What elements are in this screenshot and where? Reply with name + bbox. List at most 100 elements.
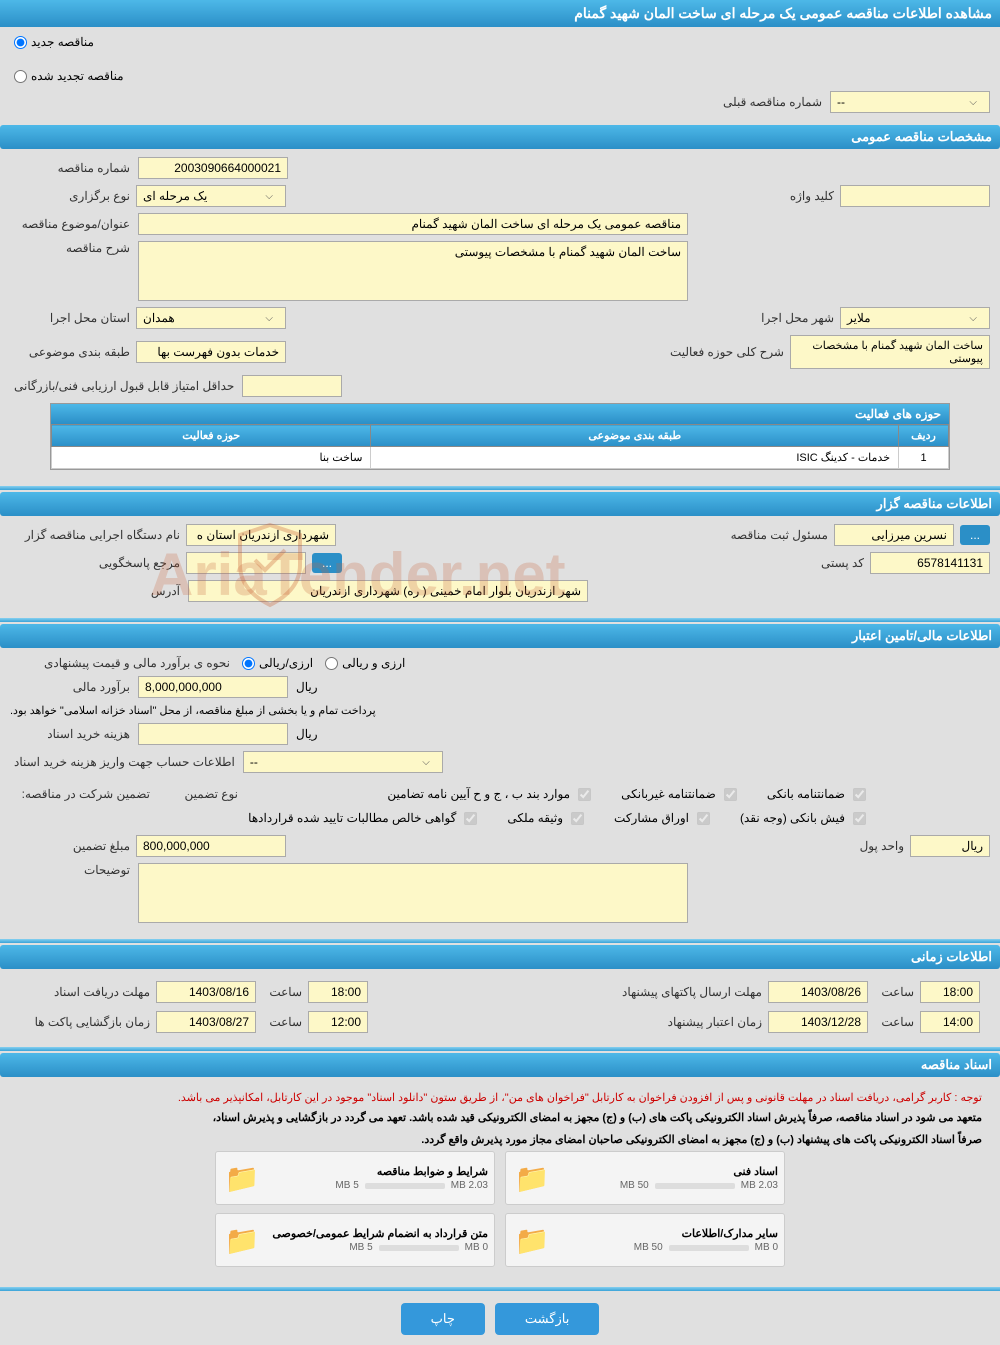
type-value: یک مرحله ای bbox=[143, 189, 207, 203]
folder-icon: 📁 bbox=[512, 1220, 552, 1260]
doc-used-1: 2.03 MB bbox=[741, 1180, 778, 1191]
chk-regulation[interactable]: موارد بند ب ، ج و ح آیین نامه تضامین bbox=[387, 787, 591, 801]
radio-new-input[interactable] bbox=[14, 36, 27, 49]
guarantee-label: تضمین شرکت در مناقصه: bbox=[10, 787, 150, 801]
radio-renewed-tender[interactable]: مناقصه تجدید شده bbox=[10, 69, 124, 83]
type-select[interactable]: ⌵ یک مرحله ای bbox=[136, 185, 286, 207]
doc-used-0: 2.03 MB bbox=[451, 1180, 488, 1191]
radio-renewed-label: مناقصه تجدید شده bbox=[31, 69, 124, 83]
print-button[interactable]: چاپ bbox=[401, 1303, 485, 1335]
doc-card-0[interactable]: شرایط و ضوابط مناقصه 2.03 MB 5 MB 📁 bbox=[215, 1151, 495, 1205]
postal-label: کد پستی bbox=[744, 556, 864, 570]
keyword-field[interactable] bbox=[840, 185, 990, 207]
chevron-down-icon: ⌵ bbox=[969, 97, 977, 108]
subject-label: عنوان/موضوع مناقصه bbox=[10, 217, 130, 231]
city-label: شهر محل اجرا bbox=[714, 311, 834, 325]
section-holder: اطلاعات مناقصه گزار bbox=[0, 492, 1000, 516]
address-label: آدرس bbox=[10, 584, 180, 598]
folder-icon: 📁 bbox=[222, 1220, 262, 1260]
desc-field: ساخت المان شهید گمنام با مشخصات پیوستی bbox=[138, 241, 688, 301]
hour-label2: ساعت bbox=[874, 985, 914, 999]
validity-label: زمان اعتبار پیشنهاد bbox=[602, 1015, 762, 1029]
city-value: ملایر bbox=[847, 311, 871, 325]
reg-label: مسئول ثبت مناقصه bbox=[708, 528, 828, 542]
hour-label4: ساعت bbox=[874, 1015, 914, 1029]
account-value: -- bbox=[250, 755, 258, 769]
hour-label3: ساعت bbox=[262, 1015, 302, 1029]
doc-note-black1: متعهد می شود در اسناد مناقصه، صرفاً پذیر… bbox=[10, 1108, 990, 1130]
response-more-button[interactable]: ... bbox=[312, 553, 342, 573]
radio-new-label: مناقصه جدید bbox=[31, 35, 94, 49]
estimate-amount-label: برآورد مالی bbox=[10, 680, 130, 694]
th-row: ردیف bbox=[899, 425, 949, 447]
doc-used-3: 0 MB bbox=[755, 1242, 778, 1253]
min-score-field[interactable] bbox=[242, 375, 342, 397]
postal-field: 6578141131 bbox=[870, 552, 990, 574]
prev-tender-select[interactable]: ⌵ -- bbox=[830, 91, 990, 113]
chk-property[interactable]: وثیقه ملکی bbox=[507, 811, 584, 825]
doc-total-1: 50 MB bbox=[620, 1180, 649, 1191]
section-financial: اطلاعات مالی/تامین اعتبار bbox=[0, 624, 1000, 648]
validity-date: 1403/12/28 bbox=[768, 1011, 868, 1033]
province-label: استان محل اجرا bbox=[10, 311, 130, 325]
radio-new-tender[interactable]: مناقصه جدید bbox=[10, 35, 94, 49]
doc-note-black2: صرفاً اسناد الکترونیکی پاکت های پیشنهاد … bbox=[10, 1130, 990, 1152]
opening-date: 1403/08/27 bbox=[156, 1011, 256, 1033]
tender-no-label: شماره مناقصه bbox=[10, 161, 130, 175]
submit-date: 1403/08/26 bbox=[768, 981, 868, 1003]
doc-note-red: توجه : کاربر گرامی، دریافت اسناد در مهلت… bbox=[10, 1087, 990, 1108]
validity-time: 14:00 bbox=[920, 1011, 980, 1033]
radio-curr2-input[interactable] bbox=[325, 657, 338, 670]
estimate-amount-field: 8,000,000,000 bbox=[138, 676, 288, 698]
rial-label2: ریال bbox=[296, 727, 318, 741]
min-score-label: حداقل امتیاز قابل قبول ارزیابی فنی/بازرگ… bbox=[10, 379, 234, 393]
province-select[interactable]: ⌵ همدان bbox=[136, 307, 286, 329]
submit-label: مهلت ارسال پاکتهای پیشنهاد bbox=[602, 985, 762, 999]
currency1-label: ارزی/ریالی bbox=[259, 656, 313, 670]
chk-bank-receipt[interactable]: فیش بانکی (وجه نقد) bbox=[740, 811, 866, 825]
currency-unit-label: واحد پول bbox=[784, 839, 904, 853]
doc-card-1[interactable]: اسناد فنی 2.03 MB 50 MB 📁 bbox=[505, 1151, 785, 1205]
prev-tender-label: شماره مناقصه قبلی bbox=[702, 95, 822, 109]
folder-icon: 📁 bbox=[512, 1158, 552, 1198]
doc-card-2[interactable]: متن قرارداد به انضمام شرایط عمومی/خصوصی … bbox=[215, 1213, 495, 1267]
keyword-label: کلید واژه bbox=[714, 189, 834, 203]
chk-bank-guarantee[interactable]: ضمانتنامه بانکی bbox=[767, 787, 866, 801]
chevron-down-icon: ⌵ bbox=[969, 313, 977, 324]
page-title: مشاهده اطلاعات مناقصه عمومی یک مرحله ای … bbox=[0, 0, 1000, 27]
reg-more-button[interactable]: ... bbox=[960, 525, 990, 545]
doc-title-1: اسناد فنی bbox=[560, 1165, 778, 1178]
chk-nonbank-guarantee[interactable]: ضمانتنامه غیربانکی bbox=[621, 787, 737, 801]
currency2-label: ارزی و ریالی bbox=[342, 656, 405, 670]
doc-date: 1403/08/16 bbox=[156, 981, 256, 1003]
back-button[interactable]: بازگشت bbox=[495, 1303, 599, 1335]
th-category: طبقه بندی موضوعی bbox=[371, 425, 899, 447]
province-value: همدان bbox=[143, 311, 175, 325]
notes-field[interactable] bbox=[138, 863, 688, 923]
doc-time: 18:00 bbox=[308, 981, 368, 1003]
chevron-down-icon: ⌵ bbox=[265, 191, 273, 202]
section-documents: اسناد مناقصه bbox=[0, 1053, 1000, 1077]
radio-renewed-input[interactable] bbox=[14, 70, 27, 83]
doc-cost-field[interactable] bbox=[138, 723, 288, 745]
radio-currency1[interactable]: ارزی/ریالی bbox=[238, 656, 313, 670]
activity-table-title: حوزه های فعالیت bbox=[51, 404, 949, 424]
radio-curr1-input[interactable] bbox=[242, 657, 255, 670]
doc-total-3: 50 MB bbox=[634, 1242, 663, 1253]
doc-card-3[interactable]: سایر مدارک/اطلاعات 0 MB 50 MB 📁 bbox=[505, 1213, 785, 1267]
subject-field: مناقصه عمومی یک مرحله ای ساخت المان شهید… bbox=[138, 213, 688, 235]
radio-currency2[interactable]: ارزی و ریالی bbox=[321, 656, 405, 670]
desc-label: شرح مناقصه bbox=[10, 241, 130, 255]
doc-title-2: متن قرارداد به انضمام شرایط عمومی/خصوصی bbox=[270, 1227, 488, 1240]
td-cat: خدمات - کدینگ ISIC bbox=[371, 447, 899, 469]
doc-cost-label: هزینه خرید اسناد bbox=[10, 727, 130, 741]
org-label: نام دستگاه اجرایی مناقصه گزار bbox=[10, 528, 180, 542]
city-select[interactable]: ⌵ ملایر bbox=[840, 307, 990, 329]
chk-certificate[interactable]: گواهی خالص مطالبات تایید شده قراردادها bbox=[248, 811, 477, 825]
hour-label1: ساعت bbox=[262, 985, 302, 999]
chk-bonds[interactable]: اوراق مشارکت bbox=[614, 811, 710, 825]
category-label: طبقه بندی موضوعی bbox=[10, 345, 130, 359]
account-select[interactable]: ⌵ -- bbox=[243, 751, 443, 773]
payment-note: پرداخت تمام و یا بخشی از مبلغ مناقصه، از… bbox=[10, 704, 376, 717]
estimate-label: نحوه ی برآورد مالی و قیمت پیشنهادی bbox=[10, 656, 230, 670]
